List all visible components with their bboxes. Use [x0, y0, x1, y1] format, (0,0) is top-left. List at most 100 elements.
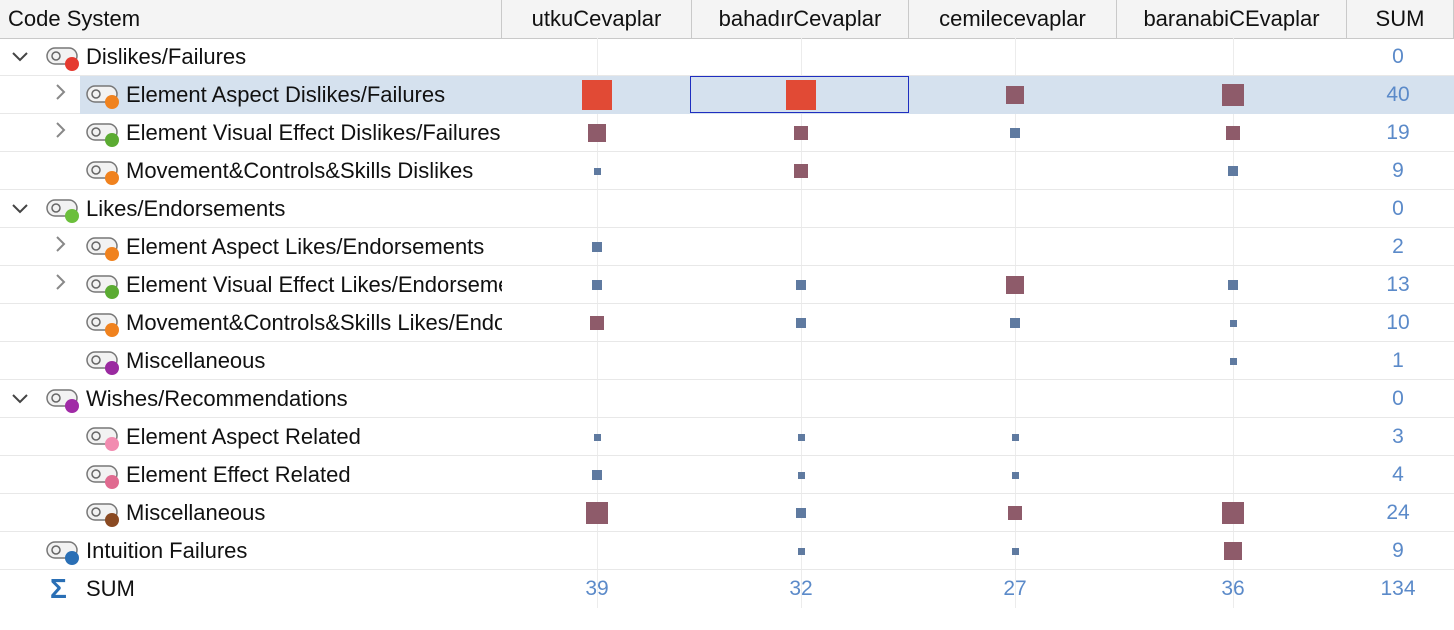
frequency-square-cemile[interactable] — [1010, 318, 1020, 328]
header-code-system[interactable]: Code System — [0, 0, 502, 38]
frequency-square-utku[interactable] — [588, 124, 606, 142]
row-divider — [0, 303, 1454, 304]
frequency-square-bahadir[interactable] — [797, 471, 805, 479]
frequency-square-cemile[interactable] — [1011, 471, 1019, 479]
frequency-square-baranabi[interactable] — [1222, 502, 1244, 524]
code-icon — [86, 236, 122, 261]
code-row[interactable]: Dislikes/Failures 0 — [0, 38, 1454, 76]
row-divider — [0, 417, 1454, 418]
code-label: Movement&Controls&Skills Dislikes — [126, 158, 474, 183]
frequency-square-cemile[interactable] — [1010, 128, 1020, 138]
frequency-square-bahadir[interactable] — [786, 80, 816, 110]
row-divider — [0, 189, 1454, 190]
row-divider — [0, 531, 1454, 532]
frequency-square-bahadir[interactable] — [797, 547, 805, 555]
code-row[interactable]: Element Visual Effect Dislikes/Failures 1… — [0, 114, 1454, 152]
frequency-square-baranabi[interactable] — [1222, 84, 1244, 106]
code-row[interactable]: Element Effect Related 4 — [0, 456, 1454, 494]
row-divider — [0, 151, 1454, 152]
row-divider — [0, 493, 1454, 494]
frequency-square-bahadir[interactable] — [796, 280, 806, 290]
code-label: Movement&Controls&Skills Likes/Endorseme… — [126, 310, 502, 335]
code-icon — [86, 274, 122, 299]
code-row[interactable]: Element Aspect Related 3 — [0, 418, 1454, 456]
frequency-square-baranabi[interactable] — [1228, 280, 1238, 290]
code-label: Element Visual Effect Likes/Endorsements — [126, 272, 502, 297]
frequency-square-bahadir[interactable] — [796, 508, 806, 518]
code-label: Element Aspect Related — [126, 424, 361, 449]
frequency-square-utku[interactable] — [590, 316, 604, 330]
code-icon — [46, 540, 82, 565]
code-icon — [86, 312, 122, 337]
frequency-square-utku[interactable] — [592, 242, 602, 252]
frequency-square-utku[interactable] — [592, 280, 602, 290]
header-col-baranabi[interactable]: baranabiCEvaplar — [1117, 0, 1347, 38]
code-label: Miscellaneous — [126, 500, 266, 525]
chevron-right-icon[interactable] — [50, 114, 70, 152]
code-label: Element Aspect Likes/Endorsements — [126, 234, 485, 259]
frequency-square-bahadir[interactable] — [794, 126, 808, 140]
code-icon — [86, 350, 122, 375]
frequency-square-utku[interactable] — [593, 167, 601, 175]
column-sum-baranabi: 36 — [1221, 577, 1245, 600]
frequency-square-bahadir[interactable] — [796, 318, 806, 328]
frequency-square-bahadir[interactable] — [797, 433, 805, 441]
code-row[interactable]: Element Aspect Likes/Endorsements 2 — [0, 228, 1454, 266]
header-col-cemile[interactable]: cemilecevaplar — [909, 0, 1117, 38]
column-sum-utku: 39 — [585, 577, 609, 600]
frequency-square-baranabi[interactable] — [1229, 357, 1237, 365]
code-row[interactable]: Miscellaneous 24 — [0, 494, 1454, 532]
row-divider — [0, 227, 1454, 228]
code-row[interactable]: Likes/Endorsements 0 — [0, 190, 1454, 228]
frequency-square-baranabi[interactable] — [1228, 166, 1238, 176]
column-sum-cemile: 27 — [1003, 577, 1027, 600]
row-sum: 0 — [1392, 387, 1404, 410]
chevron-right-icon[interactable] — [50, 228, 70, 266]
header-col-sum[interactable]: SUM — [1347, 0, 1454, 38]
chevron-right-icon[interactable] — [50, 76, 70, 114]
frequency-square-baranabi[interactable] — [1229, 319, 1237, 327]
frequency-square-cemile[interactable] — [1006, 86, 1024, 104]
code-row[interactable]: Intuition Failures 9 — [0, 532, 1454, 570]
row-sum: 2 — [1392, 235, 1404, 258]
focused-cell — [690, 76, 909, 113]
sum-row-label: SUM — [86, 576, 135, 601]
code-label: Element Visual Effect Dislikes/Failures — [126, 120, 501, 145]
frequency-square-baranabi[interactable] — [1226, 126, 1240, 140]
frequency-square-utku[interactable] — [593, 433, 601, 441]
header-col-bahadir[interactable]: bahadırCevaplar — [692, 0, 909, 38]
chevron-down-icon[interactable] — [10, 190, 30, 228]
code-icon — [86, 160, 122, 185]
code-row[interactable]: Wishes/Recommendations 0 — [0, 380, 1454, 418]
frequency-square-utku[interactable] — [592, 470, 602, 480]
code-row[interactable]: Movement&Controls&Skills Likes/Endorseme… — [0, 304, 1454, 342]
code-icon — [86, 84, 122, 109]
frequency-square-utku[interactable] — [582, 80, 612, 110]
code-row[interactable]: Element Aspect Dislikes/Failures 40 — [0, 76, 1454, 114]
row-sum: 9 — [1392, 539, 1404, 562]
frequency-square-utku[interactable] — [586, 502, 608, 524]
chevron-down-icon[interactable] — [10, 38, 30, 76]
code-icon — [46, 198, 82, 223]
code-row[interactable]: Miscellaneous 1 — [0, 342, 1454, 380]
code-label: Dislikes/Failures — [86, 44, 247, 69]
table-header: Code System utkuCevaplar bahadırCevaplar… — [0, 0, 1454, 39]
row-sum: 13 — [1386, 273, 1410, 296]
row-divider — [0, 265, 1454, 266]
chevron-right-icon[interactable] — [50, 266, 70, 304]
code-icon — [86, 122, 122, 147]
frequency-square-bahadir[interactable] — [794, 164, 808, 178]
code-row[interactable]: Element Visual Effect Likes/Endorsements… — [0, 266, 1454, 304]
header-col-utku[interactable]: utkuCevaplar — [502, 0, 692, 38]
frequency-square-cemile[interactable] — [1006, 276, 1024, 294]
frequency-square-cemile[interactable] — [1011, 547, 1019, 555]
frequency-square-baranabi[interactable] — [1224, 542, 1242, 560]
code-label: Likes/Endorsements — [86, 196, 286, 221]
sum-row: Σ SUM 39 32 27 36 134 — [0, 570, 1454, 608]
frequency-square-cemile[interactable] — [1008, 506, 1022, 520]
code-row[interactable]: Movement&Controls&Skills Dislikes 9 — [0, 152, 1454, 190]
chevron-down-icon[interactable] — [10, 380, 30, 418]
column-sum-bahadir: 32 — [789, 577, 813, 600]
frequency-square-cemile[interactable] — [1011, 433, 1019, 441]
row-sum: 0 — [1392, 45, 1404, 68]
